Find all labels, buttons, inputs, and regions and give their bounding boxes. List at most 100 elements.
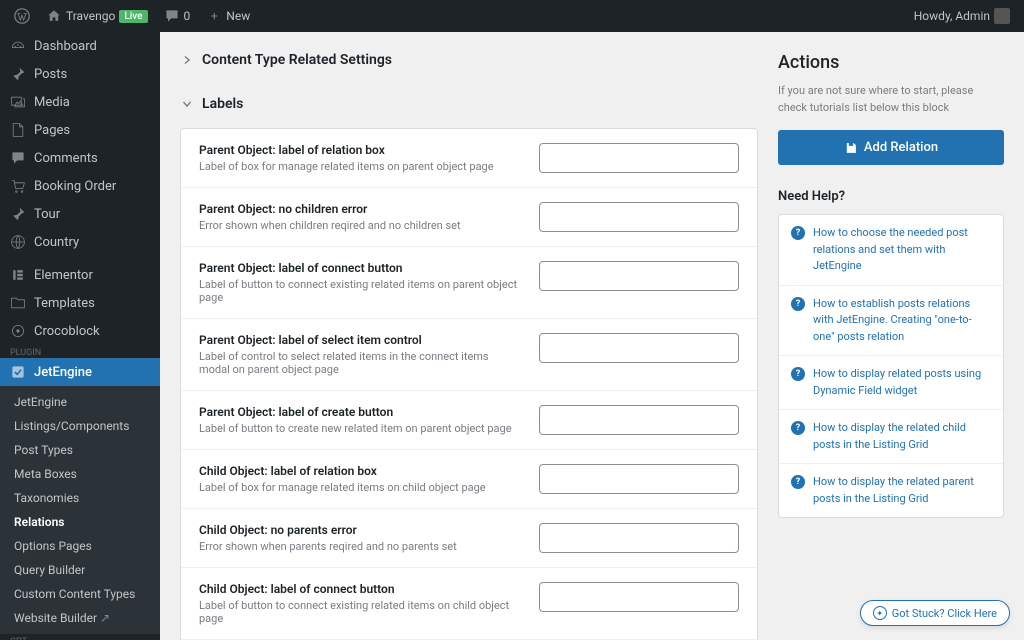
howdy-link[interactable]: Howdy, Admin bbox=[908, 0, 1016, 32]
help-link[interactable]: How to display the related child posts i… bbox=[813, 420, 991, 453]
field-desc: Error shown when parents reqired and no … bbox=[199, 540, 519, 553]
help-item: ? How to establish posts relations with … bbox=[779, 286, 1003, 357]
field-desc: Label of box for manage related items on… bbox=[199, 481, 519, 494]
label-input-1[interactable] bbox=[539, 202, 739, 232]
sidebar-item-templates[interactable]: Templates bbox=[0, 289, 160, 317]
field-title: Child Object: label of relation box bbox=[199, 464, 519, 478]
label-input-5[interactable] bbox=[539, 464, 739, 494]
sidebar-item-label: Tour bbox=[34, 207, 60, 222]
field-title: Child Object: no parents error bbox=[199, 523, 519, 537]
croco-icon bbox=[10, 323, 26, 339]
label-input-0[interactable] bbox=[539, 143, 739, 173]
sidebar-item-elementor[interactable]: Elementor bbox=[0, 261, 160, 289]
sidebar-item-label: Templates bbox=[34, 296, 95, 311]
label-input-6[interactable] bbox=[539, 523, 739, 553]
label-field-row: Parent Object: label of relation box Lab… bbox=[181, 129, 757, 188]
sidebar-subitem[interactable]: Options Pages bbox=[0, 534, 160, 558]
help-item: ? How to display the related child posts… bbox=[779, 410, 1003, 464]
comment-icon bbox=[10, 150, 26, 166]
jetengine-icon bbox=[10, 364, 26, 380]
field-desc: Error shown when children reqired and no… bbox=[199, 219, 519, 232]
sidebar-subitem[interactable]: Post Types bbox=[0, 438, 160, 462]
help-item: ? How to display the related parent post… bbox=[779, 464, 1003, 517]
home-icon bbox=[46, 8, 62, 24]
got-stuck-button[interactable]: ✦ Got Stuck? Click Here bbox=[860, 600, 1010, 626]
sidebar-item-comments[interactable]: Comments bbox=[0, 144, 160, 172]
sidebar-subitem[interactable]: Website Builder ↗ bbox=[0, 606, 160, 630]
label-input-2[interactable] bbox=[539, 261, 739, 291]
help-link[interactable]: How to display related posts using Dynam… bbox=[813, 366, 991, 399]
sidebar-subitem[interactable]: Query Builder bbox=[0, 558, 160, 582]
section-labels[interactable]: Labels bbox=[180, 88, 758, 120]
sidebar-item-crocoblock[interactable]: Crocoblock bbox=[0, 317, 160, 345]
admin-topbar: TravengoLive 0 +New Howdy, Admin bbox=[0, 0, 1024, 32]
sidebar-item-tour[interactable]: Tour bbox=[0, 200, 160, 228]
wp-logo[interactable] bbox=[8, 0, 36, 32]
label-input-4[interactable] bbox=[539, 405, 739, 435]
sidebar-item-pages[interactable]: Pages bbox=[0, 116, 160, 144]
comments-link[interactable]: 0 bbox=[158, 0, 197, 32]
comments-count: 0 bbox=[184, 9, 191, 23]
field-desc: Label of button to create new related it… bbox=[199, 422, 519, 435]
sidebar-subitem[interactable]: Listings/Components bbox=[0, 414, 160, 438]
site-name-link[interactable]: TravengoLive bbox=[40, 0, 154, 32]
sidebar-item-label: Elementor bbox=[34, 268, 93, 283]
sidebar-item-booking[interactable]: Booking Order bbox=[0, 172, 160, 200]
field-title: Parent Object: label of relation box bbox=[199, 143, 519, 157]
label-field-row: Parent Object: label of select item cont… bbox=[181, 319, 757, 391]
help-link[interactable]: How to display the related parent posts … bbox=[813, 474, 991, 507]
admin-sidebar: Dashboard Posts Media Pages Comments Boo… bbox=[0, 32, 160, 640]
sidebar-item-jetengine[interactable]: JetEngine bbox=[0, 358, 160, 386]
howdy-text: Howdy, Admin bbox=[914, 9, 990, 23]
sidebar-item-dashboard[interactable]: Dashboard bbox=[0, 32, 160, 60]
sidebar-item-label: Comments bbox=[34, 151, 98, 166]
help-link[interactable]: How to choose the needed post relations … bbox=[813, 225, 991, 275]
sidebar-subitem[interactable]: Custom Content Types bbox=[0, 582, 160, 606]
sidebar-subitem[interactable]: Taxonomies bbox=[0, 486, 160, 510]
sidebar-subitem[interactable]: Meta Boxes bbox=[0, 462, 160, 486]
help-box: ? How to choose the needed post relation… bbox=[778, 214, 1004, 518]
label-input-3[interactable] bbox=[539, 333, 739, 363]
elementor-icon bbox=[10, 267, 26, 283]
site-name: Travengo bbox=[66, 9, 115, 23]
sidebar-item-label: Dashboard bbox=[34, 39, 97, 54]
folder-icon bbox=[10, 295, 26, 311]
help-icon: ? bbox=[791, 367, 805, 381]
field-title: Parent Object: no children error bbox=[199, 202, 519, 216]
actions-desc: If you are not sure where to start, plea… bbox=[778, 83, 1004, 116]
cart-icon bbox=[10, 178, 26, 194]
comment-icon bbox=[164, 8, 180, 24]
sidebar-item-media[interactable]: Media bbox=[0, 88, 160, 116]
label-field-row: Child Object: label of relation box Labe… bbox=[181, 450, 757, 509]
chevron-right-icon bbox=[180, 53, 194, 67]
help-item: ? How to display related posts using Dyn… bbox=[779, 356, 1003, 410]
save-icon bbox=[844, 141, 858, 155]
new-link[interactable]: +New bbox=[200, 0, 256, 32]
label-field-row: Parent Object: label of connect button L… bbox=[181, 247, 757, 319]
field-desc: Label of box for manage related items on… bbox=[199, 160, 519, 173]
label-input-7[interactable] bbox=[539, 582, 739, 612]
sidebar-item-posts[interactable]: Posts bbox=[0, 60, 160, 88]
add-relation-label: Add Relation bbox=[864, 140, 938, 155]
label-field-row: Child Object: no parents error Error sho… bbox=[181, 509, 757, 568]
pin-icon bbox=[10, 206, 26, 222]
field-desc: Label of button to connect existing rela… bbox=[199, 599, 519, 625]
help-icon: ✦ bbox=[873, 606, 887, 620]
section-title: Labels bbox=[202, 96, 243, 112]
plus-icon: + bbox=[206, 8, 222, 24]
help-title: Need Help? bbox=[778, 189, 1004, 204]
sidebar-item-label: Booking Order bbox=[34, 179, 116, 194]
add-relation-button[interactable]: Add Relation bbox=[778, 130, 1004, 165]
wordpress-icon bbox=[14, 8, 30, 24]
sidebar-item-label: Country bbox=[34, 235, 79, 250]
sidebar-subitem[interactable]: Relations bbox=[0, 510, 160, 534]
chevron-down-icon bbox=[180, 97, 194, 111]
section-content-type[interactable]: Content Type Related Settings bbox=[180, 44, 758, 76]
field-title: Child Object: label of connect button bbox=[199, 582, 519, 596]
plugin-label: PLUGIN bbox=[0, 345, 160, 358]
help-link[interactable]: How to establish posts relations with Je… bbox=[813, 296, 991, 346]
sidebar-item-country[interactable]: Country bbox=[0, 228, 160, 256]
help-icon: ? bbox=[791, 475, 805, 489]
sidebar-subitem[interactable]: JetEngine bbox=[0, 390, 160, 414]
sidebar-item-label: Media bbox=[34, 95, 70, 110]
